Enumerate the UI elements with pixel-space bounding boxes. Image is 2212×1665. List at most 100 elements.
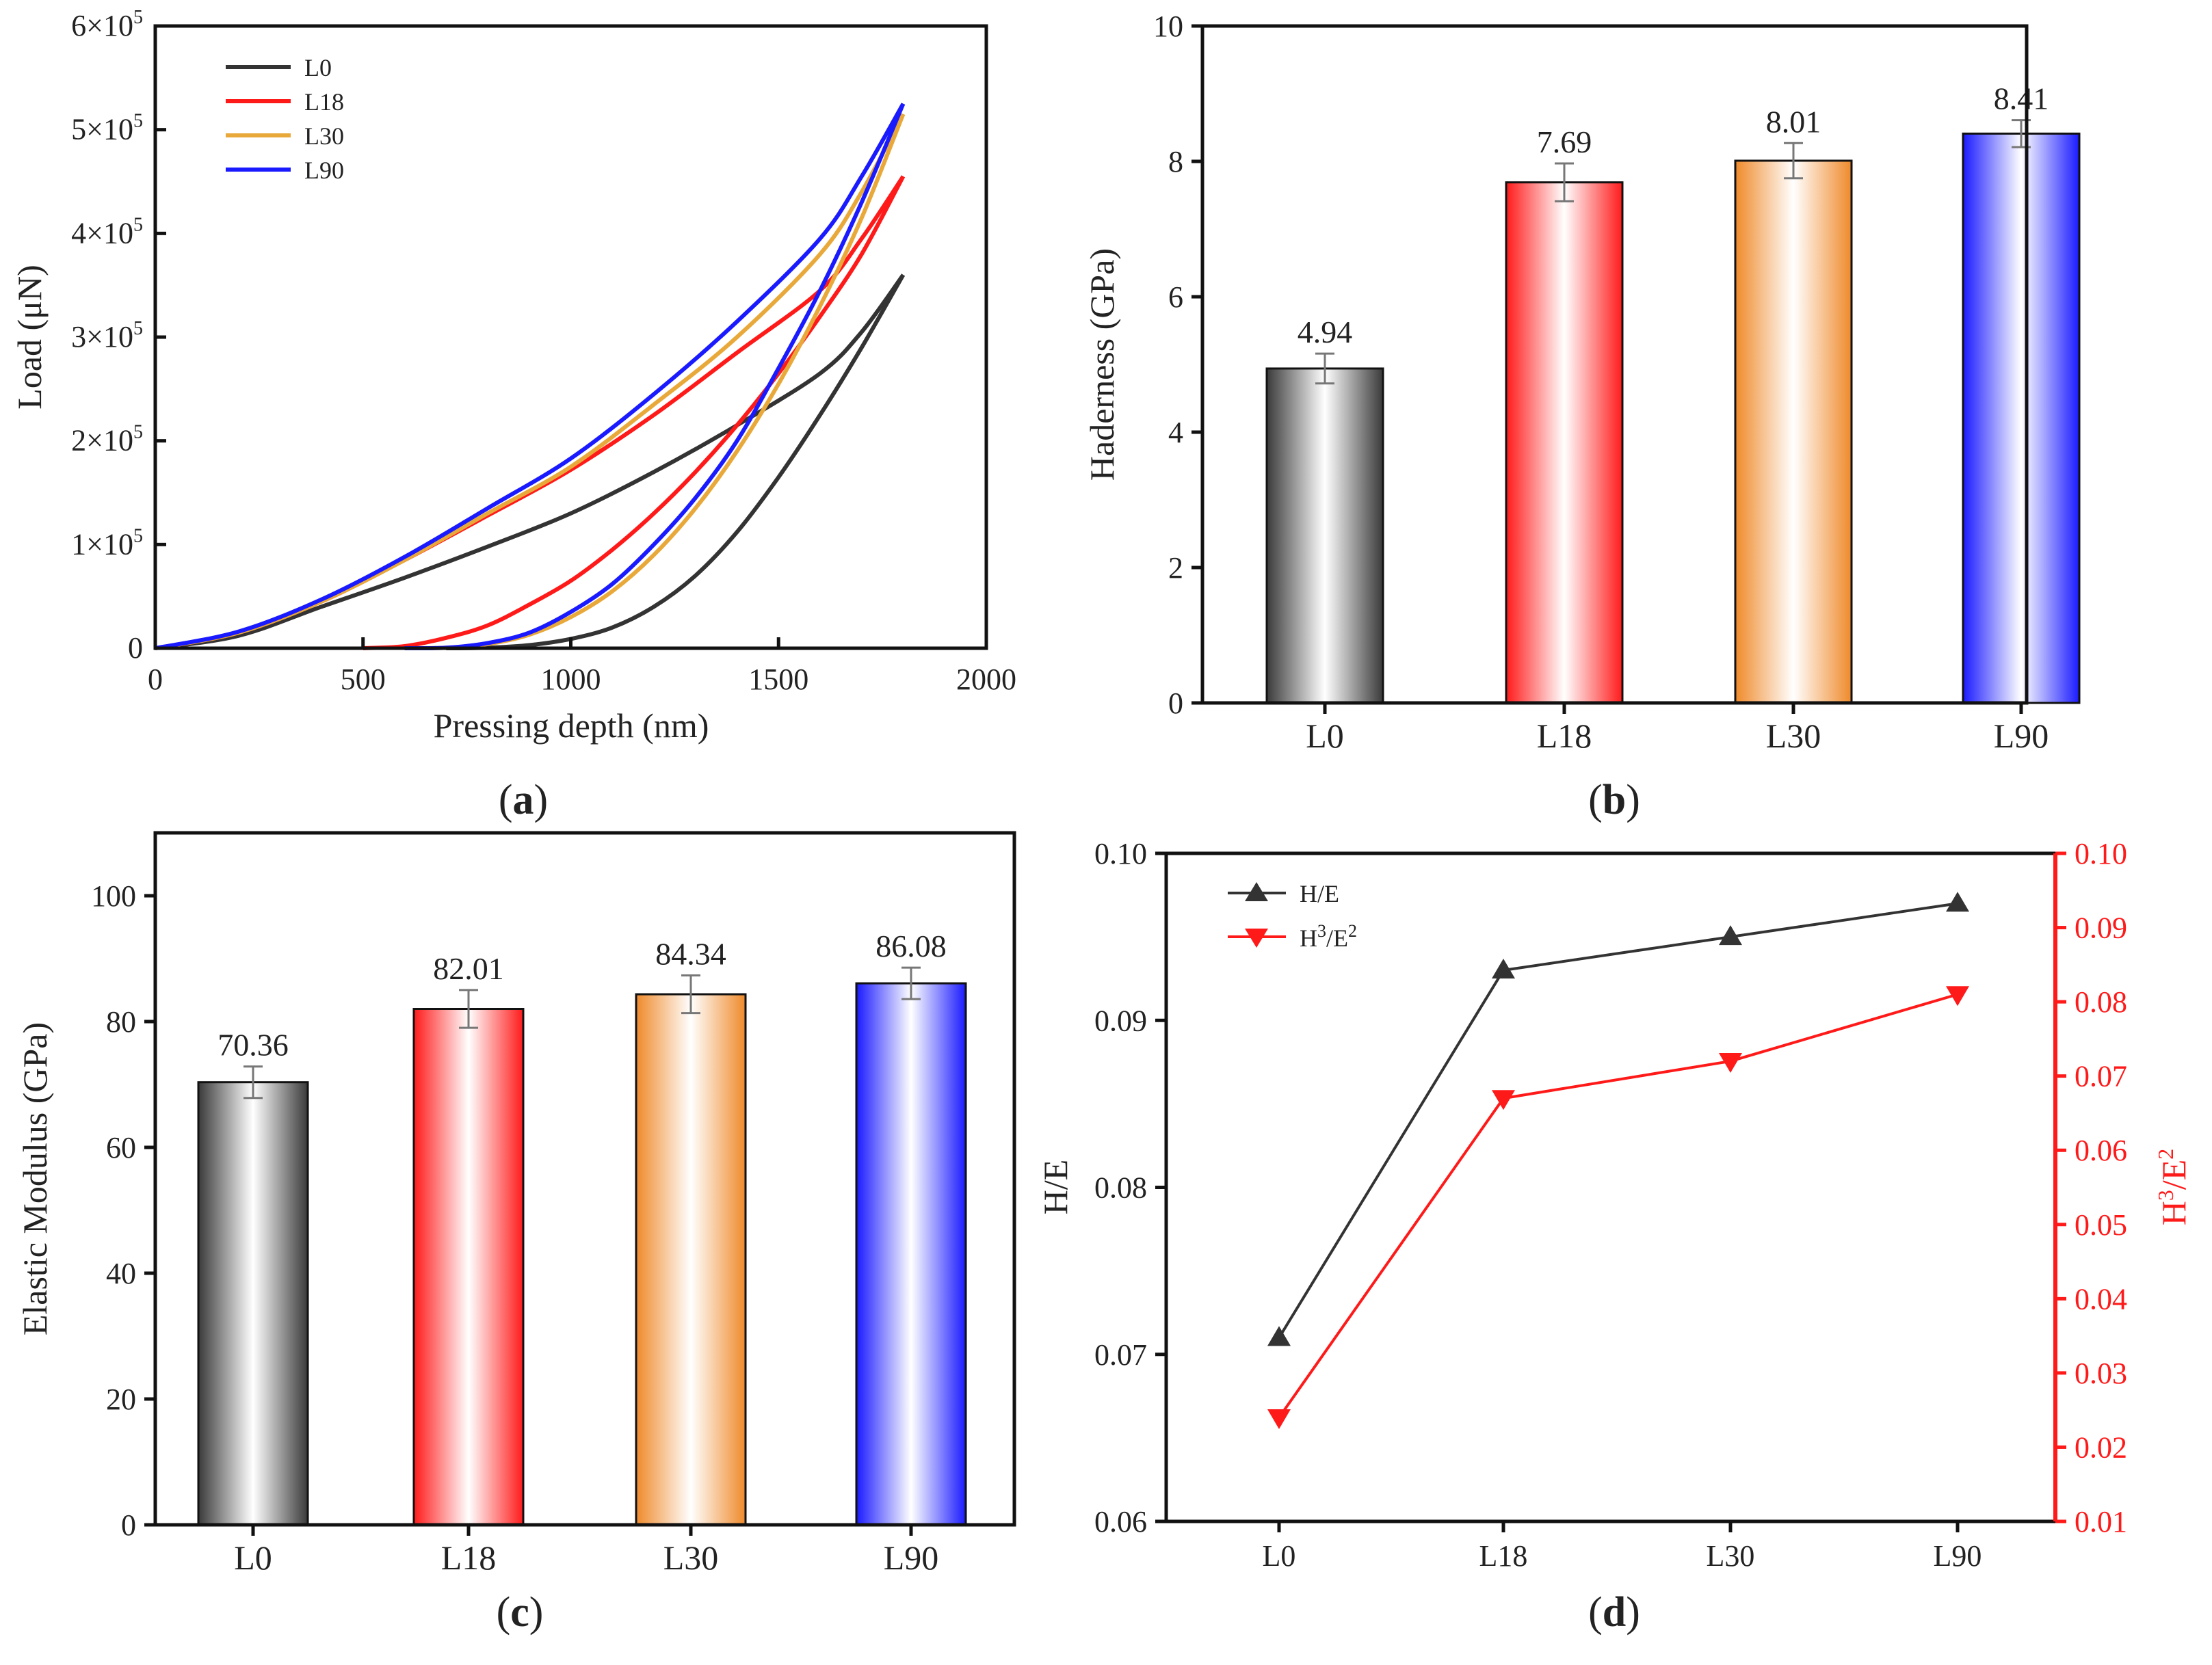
value-label-l18: 82.01 [433, 951, 504, 986]
right-label-sup2: 2 [2153, 1149, 2178, 1160]
right-y-tick-label: 0.04 [2075, 1282, 2127, 1316]
x-tick-label: 1000 [541, 663, 601, 696]
panel-d-caption: (d) [1588, 1589, 1640, 1636]
x-tick-label-l0: L0 [234, 1539, 272, 1577]
panel-d-letter: d [1603, 1589, 1626, 1636]
x-tick-label: 1500 [748, 663, 808, 696]
x-tick-label: 0 [148, 663, 163, 696]
right-label-e: /E [2155, 1160, 2193, 1190]
load-depth-curves [155, 103, 906, 651]
value-label-l90: 86.08 [875, 929, 947, 963]
panel-c-caption: (c) [497, 1589, 544, 1636]
right-y-tick-label: 0.02 [2075, 1430, 2127, 1464]
panel-d-ticks: L0 L18 L30 L90 0.06 0.07 0.08 0.09 0.10 0.01 0.02 0… [1094, 837, 2127, 1573]
legend-label-h3-e2: H3/E2 [1300, 921, 1357, 952]
panel-a-caption: (a) [499, 777, 548, 823]
left-y-tick-label: 0.10 [1094, 837, 1147, 870]
panel-d-legend: H/E H3/E2 [1228, 880, 1357, 952]
right-label-h: H [2155, 1201, 2193, 1225]
y-tick-label: 5×105 [71, 111, 143, 146]
curve-loading-l0 [155, 274, 905, 650]
panel-a-y-axis-label: Load (μN) [10, 265, 49, 409]
y-tick-label: 0 [121, 1508, 136, 1542]
point-h-e-l90 [1946, 892, 1969, 912]
curve-unloading-l0 [446, 274, 906, 650]
curve-unloading-l90 [404, 103, 906, 651]
y-tick-label: 40 [106, 1257, 136, 1290]
x-tick-label-l30: L30 [1766, 717, 1821, 755]
bar-l0 [197, 1081, 309, 1526]
panel-c-ticks: L0 L18 L30 L90 0 20 40 60 80 100 [91, 879, 938, 1577]
y-tick-exponent: 5 [133, 525, 143, 546]
y-tick-exponent: 5 [133, 111, 143, 132]
point-h-e-l0 [1267, 1326, 1291, 1346]
y-tick-label: 20 [106, 1383, 136, 1416]
series-line-h3-e2 [1278, 993, 1958, 1419]
y-tick-label: 3×105 [71, 318, 143, 354]
leg-e: /E [1326, 924, 1348, 952]
panel-c-letter: c [510, 1589, 529, 1636]
x-tick-label-l30: L30 [663, 1539, 719, 1577]
right-y-tick-label: 0.10 [2075, 837, 2127, 870]
legend-label-l90: L90 [304, 157, 344, 184]
bar-l18 [412, 1008, 525, 1526]
panel-d-dual-axis-line-chart: L0 L18 L30 L90 0.06 0.07 0.08 0.09 0.10 0.01 0.02 0… [1036, 837, 2193, 1636]
value-label-l0: 4.94 [1298, 315, 1353, 349]
point-h-e-l18 [1492, 958, 1515, 978]
curve-loading-l18 [155, 175, 905, 650]
legend-triangle-up-icon [1245, 882, 1268, 901]
y-tick-label: 60 [106, 1131, 136, 1164]
left-y-tick-label: 0.08 [1094, 1171, 1147, 1205]
x-tick-label-l0: L0 [1263, 1539, 1296, 1573]
y-tick-label: 0 [1168, 687, 1183, 720]
panel-b-caption: (b) [1588, 777, 1640, 823]
bar-l18 [1505, 181, 1624, 704]
y-tick-label: 2 [1168, 551, 1183, 585]
leg-sup1: 3 [1317, 921, 1326, 941]
right-y-tick-label: 0.08 [2075, 985, 2127, 1019]
hardness-bars: 4.94 7.69 8.01 8.41 [1265, 81, 2081, 704]
y-tick-label: 80 [106, 1005, 136, 1039]
panel-b-ticks: L0 L18 L30 L90 0 2 4 6 8 10 [1153, 10, 2049, 755]
bar-l90 [855, 982, 967, 1526]
elastic-modulus-bars: 70.36 82.01 84.34 86.08 [197, 929, 967, 1526]
panel-a-legend: L0 L18 L30 L90 [226, 54, 344, 184]
curve-unloading-l30 [404, 113, 906, 650]
bar-l30 [1734, 159, 1853, 704]
curve-loading-l90 [155, 103, 906, 650]
value-label-l90: 8.41 [1994, 81, 2049, 116]
leg-sup2: 2 [1348, 921, 1357, 941]
panel-a-letter: a [513, 777, 534, 823]
panel-a-plot-frame [153, 24, 988, 650]
panel-d-left-y-axis-label: H/E [1036, 1160, 1075, 1215]
curve-unloading-l18 [363, 175, 906, 650]
bar-l0 [1265, 367, 1384, 704]
x-tick-label-l90: L90 [884, 1539, 939, 1577]
legend-label-h-e: H/E [1300, 880, 1339, 907]
x-tick-label-l0: L0 [1306, 717, 1344, 755]
panel-b-bar-chart: 4.94 7.69 8.01 8.41 L0 L18 L30 L90 0 2 4 6 8 10 Hade… [1083, 10, 2081, 823]
panel-c-y-axis-label: Elastic Modulus (GPa) [16, 1022, 54, 1335]
point-h-e-l30 [1719, 925, 1742, 946]
y-tick-label: 8 [1168, 145, 1183, 178]
right-y-tick-label: 0.09 [2075, 911, 2127, 945]
panel-a-x-axis-label: Pressing depth (nm) [434, 706, 709, 745]
y-tick-label: 10 [1153, 10, 1183, 43]
right-y-tick-label: 0.06 [2075, 1134, 2127, 1167]
curve-loading-l30 [155, 113, 906, 650]
point-h3-e2-l18 [1492, 1090, 1515, 1110]
legend-triangle-down-icon [1245, 929, 1268, 948]
x-tick-label-l18: L18 [1479, 1539, 1528, 1573]
leg-h: H [1300, 924, 1317, 952]
y-tick-label: 4×105 [71, 214, 143, 250]
right-y-tick-label: 0.05 [2075, 1208, 2127, 1242]
legend-label-l30: L30 [304, 122, 344, 150]
panel-c-bar-chart: 70.36 82.01 84.34 86.08 L0 L18 L30 L90 0 20 40 60 8… [16, 831, 1016, 1636]
panel-a-ticks: 0 500 1000 1500 2000 0 1×105 2×105 3×105 4×105 5×1… [71, 7, 1016, 696]
y-tick-exponent: 5 [133, 7, 143, 28]
series-line-h-e [1278, 902, 1958, 1339]
panel-a-line-chart: 0 500 1000 1500 2000 0 1×105 2×105 3×105 4×105 5×1… [10, 7, 1016, 823]
y-tick-exponent: 5 [133, 422, 143, 443]
x-tick-label-l18: L18 [1537, 717, 1592, 755]
